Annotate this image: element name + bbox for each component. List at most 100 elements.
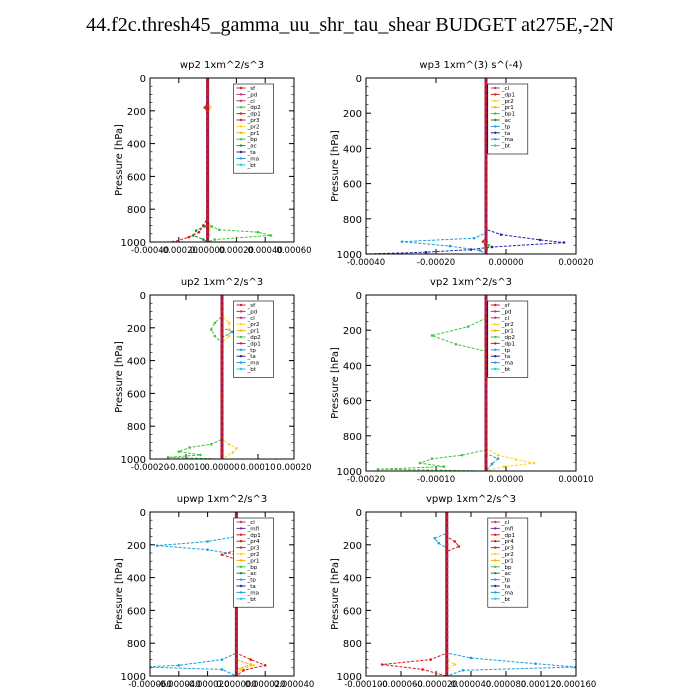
zero-profile-point — [484, 463, 488, 467]
zero-profile-point — [220, 304, 224, 308]
zero-profile-point — [484, 94, 488, 98]
x-tick-label: 0.000000 — [216, 680, 257, 690]
series-point — [481, 240, 485, 243]
legend-marker — [239, 303, 243, 307]
zero-profile-point — [484, 422, 488, 426]
zero-profile-point — [445, 537, 449, 541]
legend-marker — [494, 138, 497, 141]
x-tick-label: -0.000020 — [414, 680, 458, 690]
y-tick-label: 1000 — [337, 467, 362, 478]
legend-marker — [494, 144, 497, 147]
legend-marker — [239, 584, 243, 588]
zero-profile-point — [484, 117, 488, 121]
legend-marker — [239, 118, 243, 122]
zero-profile-point — [220, 402, 224, 406]
series-point — [469, 656, 473, 660]
legend-entry: _ma — [501, 137, 513, 143]
zero-profile-point — [220, 342, 224, 346]
y-tick-label: 0 — [140, 74, 146, 85]
legend-marker — [239, 597, 243, 600]
x-tick-label: 0.000040 — [451, 680, 492, 690]
zero-profile-point — [484, 363, 488, 367]
series-point — [197, 230, 201, 234]
y-tick-label: 800 — [343, 432, 362, 443]
legend-entry: _pr1 — [501, 329, 514, 335]
legend-entry: _bt — [501, 597, 511, 603]
zero-profile-point — [220, 364, 224, 368]
zero-profile-point — [206, 87, 210, 91]
zero-profile-point — [445, 559, 449, 563]
legend-entry: _dp2 — [247, 105, 261, 111]
legend-entry: _bt — [247, 163, 257, 169]
x-tick-label: 0.00000 — [190, 246, 225, 256]
zero-profile-point — [220, 359, 224, 363]
series-group — [366, 78, 566, 254]
series-point — [430, 334, 434, 337]
y-tick-label: 600 — [343, 606, 362, 617]
zero-profile-point — [206, 98, 210, 102]
zero-profile-point — [445, 543, 449, 547]
zero-profile-point — [484, 88, 488, 92]
series-point — [263, 664, 267, 667]
legend-marker — [494, 355, 497, 358]
zero-profile-point — [445, 597, 449, 602]
series-point — [203, 225, 207, 228]
legend-entry: _cl — [501, 520, 510, 526]
zero-profile-point — [445, 532, 449, 536]
legend-entry: _dp1 — [247, 112, 261, 118]
zero-profile-point — [220, 413, 224, 417]
zero-profile-point — [484, 381, 488, 385]
series-point — [466, 325, 470, 328]
legend-entry: _tp — [501, 578, 511, 584]
legend-marker — [239, 342, 243, 345]
plot-frame — [365, 511, 577, 677]
series-line-ma — [401, 78, 487, 254]
zero-profile-point — [484, 416, 488, 420]
series-point — [177, 450, 181, 453]
series-point — [227, 334, 231, 338]
zero-profile-point — [484, 240, 488, 244]
series-point — [442, 465, 446, 468]
y-tick-label: 600 — [127, 606, 146, 617]
x-tick-label: 0.00000 — [204, 463, 239, 473]
zero-profile-point — [484, 111, 488, 115]
legend-entry: _bp — [247, 565, 258, 571]
series-line-ac — [192, 78, 209, 242]
x-tick-label: -0.000060 — [379, 680, 423, 690]
series-point — [453, 540, 457, 543]
legend-entry: _pr1 — [247, 558, 260, 564]
zero-profile-point — [484, 451, 488, 455]
chart-title: vpwp 1xm^2/s^3 — [426, 494, 516, 505]
legend-marker — [494, 572, 497, 575]
series-point — [187, 235, 191, 239]
zero-profile-point — [206, 81, 210, 86]
zero-profile-point — [445, 570, 449, 574]
series-point — [496, 453, 500, 457]
y-tick-label: 400 — [127, 574, 146, 585]
legend-entry: _pr1 — [501, 105, 514, 111]
zero-profile-point — [445, 636, 449, 640]
series-point — [532, 461, 536, 465]
zero-profile-point — [484, 334, 488, 338]
zero-profile-point — [484, 176, 488, 180]
zero-profile-point — [445, 515, 449, 520]
series-point — [227, 328, 231, 331]
legend-entry: _ma — [247, 361, 259, 367]
zero-profile-point — [206, 125, 210, 129]
legend-entry: _pr4 — [501, 539, 515, 545]
legend-marker — [239, 106, 243, 109]
legend-entry: _pr4 — [247, 539, 261, 545]
zero-profile-point — [484, 99, 488, 104]
zero-profile-point — [220, 386, 224, 390]
series-point — [203, 106, 207, 109]
legend-entry: _tp — [501, 348, 511, 354]
legend-entry: _sf — [501, 303, 511, 309]
series-point — [514, 458, 518, 461]
y-tick-label: 800 — [127, 639, 146, 650]
series-point — [213, 321, 217, 325]
zero-profile-point — [484, 205, 488, 209]
zero-profile-point — [206, 136, 210, 140]
legend-entry: _pr2 — [501, 552, 514, 558]
zero-profile-point — [445, 614, 449, 618]
y-tick-label: 0 — [356, 74, 362, 85]
